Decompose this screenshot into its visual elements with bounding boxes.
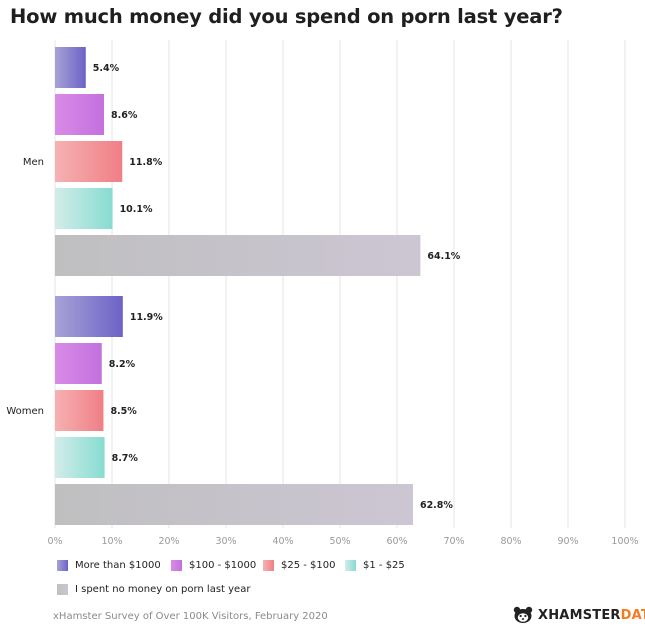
x-tick-label: 0% (47, 536, 62, 547)
bar-value-label: 8.2% (109, 359, 136, 370)
x-tick-label: 40% (272, 536, 293, 547)
bar-value-label: 11.9% (130, 312, 163, 323)
bar-value-label: 8.6% (111, 110, 138, 121)
brand-name: XHAMSTERDATA (538, 608, 645, 623)
bar (55, 47, 86, 88)
bar (55, 484, 413, 525)
x-tick-label: 30% (215, 536, 236, 547)
x-tick-label: 80% (500, 536, 521, 547)
brand-logo: XHAMSTERDATA (512, 606, 645, 624)
x-tick-label: 60% (386, 536, 407, 547)
hamster-icon (513, 606, 533, 623)
bar (55, 343, 102, 384)
bar (55, 296, 123, 337)
legend-label: I spent no money on porn last year (75, 584, 251, 595)
x-tick-label: 50% (329, 536, 350, 547)
bar (55, 188, 113, 229)
legend-item: $1 - $25 (345, 560, 405, 571)
chart-title: How much money did you spend on porn las… (10, 5, 563, 28)
bar (55, 141, 123, 182)
bar-value-label: 5.4% (93, 63, 120, 74)
legend-swatch (171, 560, 182, 571)
bar-value-label: 11.8% (129, 157, 162, 168)
legend-label: $100 - $1000 (189, 560, 257, 571)
legend-swatch (57, 560, 68, 571)
bar-value-label: 10.1% (120, 204, 153, 215)
bar-value-label: 8.7% (112, 453, 139, 464)
legend-item: $100 - $1000 (171, 560, 256, 571)
legend-label: $1 - $25 (363, 560, 405, 571)
bar-value-label: 64.1% (427, 251, 460, 262)
bar-value-label: 8.5% (110, 406, 137, 417)
legend-label: $25 - $100 (281, 560, 336, 571)
bar-value-label: 62.8% (420, 500, 453, 511)
x-tick-label: 70% (443, 536, 464, 547)
brand-suffix: DATA (620, 607, 645, 623)
x-tick-label: 20% (158, 536, 179, 547)
bar (55, 235, 421, 276)
x-tick-label: 90% (557, 536, 578, 547)
x-tick-label: 10% (101, 536, 122, 547)
source-note: xHamster Survey of Over 100K Visitors, F… (53, 611, 328, 622)
legend-item: I spent no money on porn last year (57, 584, 250, 595)
bar (55, 390, 104, 431)
legend-label: More than $1000 (75, 560, 161, 571)
legend-swatch (57, 584, 68, 595)
legend-swatch (263, 560, 274, 571)
brand-prefix: XHAMSTER (538, 607, 621, 623)
bar (55, 94, 105, 135)
legend-item: More than $1000 (57, 560, 161, 571)
legend-item: $25 - $100 (263, 560, 336, 571)
category-label: Men (23, 157, 44, 168)
x-tick-label: 100% (611, 536, 638, 547)
bar (55, 437, 105, 478)
legend-swatch (345, 560, 356, 571)
category-label: Women (6, 406, 44, 417)
